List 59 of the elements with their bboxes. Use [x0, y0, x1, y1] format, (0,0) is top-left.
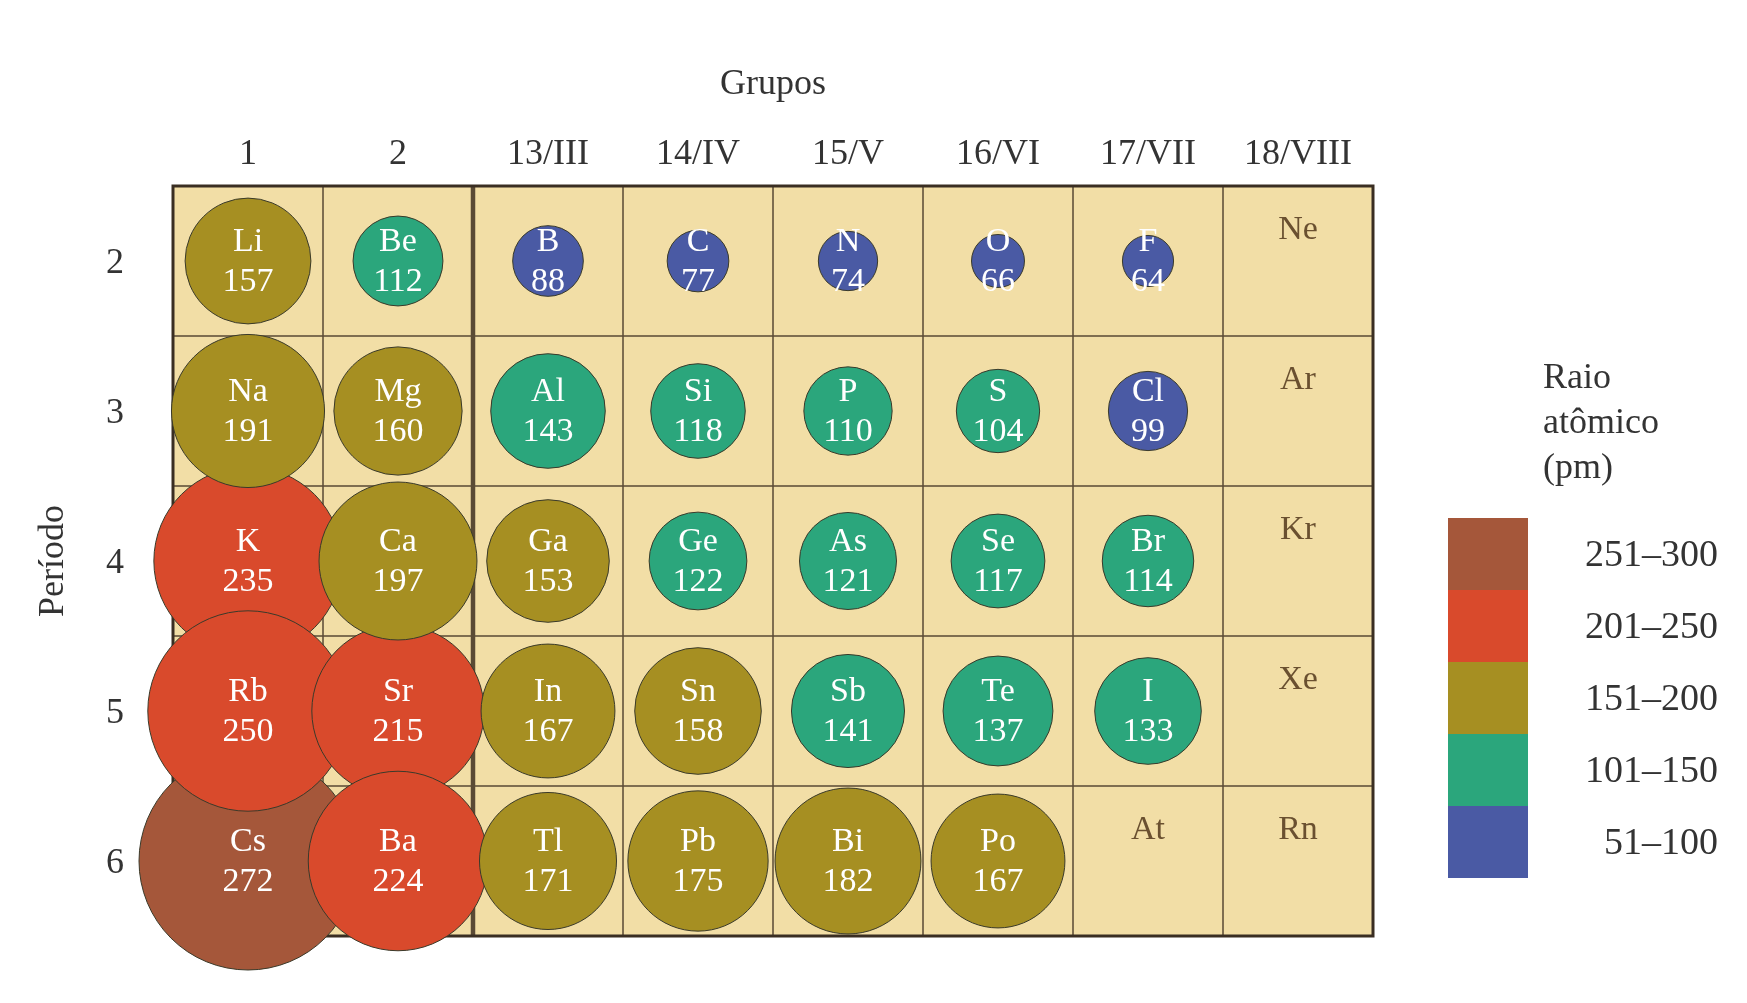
y-tick-label: 2 [106, 241, 124, 281]
data-label: In 167 [522, 671, 574, 748]
data-label: Cl 99 [1131, 371, 1165, 448]
data-label: C 77 [681, 221, 715, 298]
x-tick-label: 2 [389, 132, 407, 172]
x-tick-label: 16/VI [956, 132, 1040, 172]
data-label: Sb 141 [822, 671, 874, 748]
data-label: P 110 [823, 371, 873, 448]
data-label: Na 191 [222, 371, 274, 448]
data-label: Sr 215 [372, 671, 424, 748]
y-tick-label: 3 [106, 391, 124, 431]
data-label: Be 112 [373, 221, 423, 298]
annotation: Ar [1280, 359, 1317, 396]
annotation: Xe [1278, 659, 1318, 696]
data-label: I 133 [1122, 671, 1174, 748]
data-label: S 104 [972, 371, 1024, 448]
data-label: Li 157 [222, 221, 274, 298]
x-tick-label: 13/III [507, 132, 589, 172]
legend-label: 251–300 [1585, 532, 1718, 574]
data-label: N 74 [831, 221, 865, 298]
annotation: Ne [1278, 209, 1318, 246]
data-label: Al 143 [522, 371, 574, 448]
legend-label: 51–100 [1604, 820, 1718, 862]
data-label: Te 137 [972, 671, 1024, 748]
data-label: Po 167 [972, 821, 1024, 898]
data-label: K 235 [222, 521, 274, 598]
data-label: Rb 250 [222, 671, 274, 748]
y-tick-label: 6 [106, 841, 124, 881]
data-label: Pb 175 [672, 821, 724, 898]
y-tick-label: 5 [106, 691, 124, 731]
x-tick-label: 17/VII [1100, 132, 1196, 172]
data-label: Ca 197 [372, 521, 424, 598]
x-axis-title: Grupos [720, 62, 826, 102]
data-label: Ba 224 [372, 821, 424, 898]
x-tick-label: 14/IV [656, 132, 740, 172]
data-label: Mg 160 [372, 371, 424, 448]
legend-label: 101–150 [1585, 748, 1718, 790]
data-label: Si 118 [673, 371, 723, 448]
x-tick-label: 1 [239, 132, 257, 172]
data-label: Ga 153 [522, 521, 574, 598]
data-label: As 121 [822, 521, 874, 598]
y-tick-label: 4 [106, 541, 124, 581]
legend-label: 151–200 [1585, 676, 1718, 718]
data-label: Bi 182 [822, 821, 874, 898]
data-label: Tl 171 [522, 821, 574, 898]
x-tick-label: 15/V [812, 132, 884, 172]
data-label: Cs 272 [222, 821, 274, 898]
legend-label: 201–250 [1585, 604, 1718, 646]
annotation: Kr [1280, 509, 1317, 546]
annotation: At [1131, 809, 1166, 846]
legend-title: Raio atômico (pm) [1543, 356, 1659, 486]
x-tick-label: 18/VIII [1244, 132, 1352, 172]
data-label: B 88 [531, 221, 565, 298]
y-axis-title: Período [31, 505, 71, 617]
data-label: Br 114 [1123, 521, 1173, 598]
annotation: Rn [1278, 809, 1318, 846]
data-label: Ge 122 [672, 521, 724, 598]
data-label: Se 117 [973, 521, 1023, 598]
data-label: Sn 158 [672, 671, 724, 748]
